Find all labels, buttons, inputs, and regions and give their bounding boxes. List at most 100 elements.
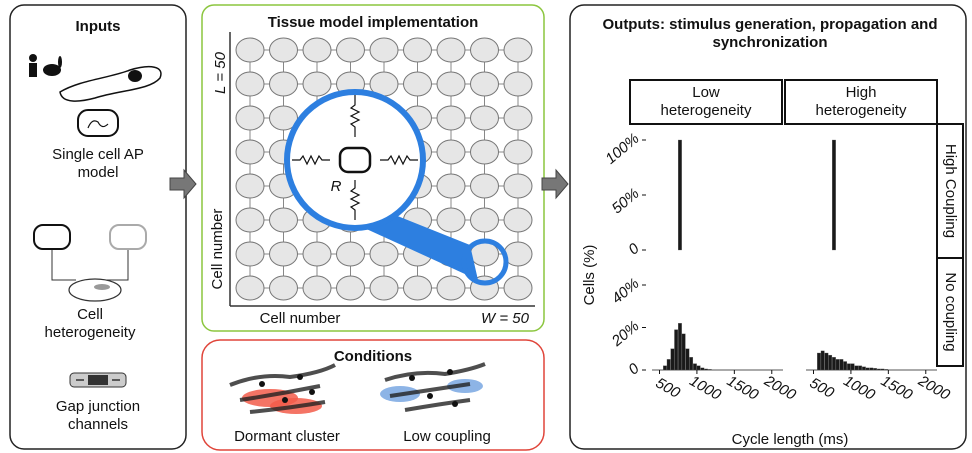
cell [370,276,398,300]
y-tick-label: 0 [625,240,643,259]
y-tick-label: 100% [602,130,642,168]
cell [437,72,465,96]
l-label: L = 50 [212,48,230,98]
cell [270,242,298,266]
cell [270,72,298,96]
outputs-title: Outputs: stimulus generation, propagatio… [580,16,960,52]
x-tick-label: 500 [653,374,684,402]
cell [236,72,264,96]
cell [437,208,465,232]
input-item: Single cell AP model [30,146,166,182]
histogram-bar [832,357,835,370]
x-tick-label: 2000 [914,372,953,404]
cell [270,276,298,300]
histogram-bar [870,368,873,370]
cell [471,38,499,62]
cell [236,276,264,300]
cell [370,38,398,62]
histogram-bar [686,349,689,370]
cell [437,174,465,198]
cell [404,72,432,96]
arrow [170,170,196,198]
column-header: High heterogeneity [805,84,917,120]
cell-icon [60,67,161,101]
row-header: No coupling [942,272,959,351]
histogram-bar [881,369,884,370]
y-axis-label: Cells (%) [581,225,599,325]
cell [337,242,365,266]
input-item: Cell heterogeneity [30,306,150,342]
cell [236,38,264,62]
inputs-title: Inputs [10,18,186,36]
histogram-bar [866,368,869,370]
figure: 050%100%020%40%5005001000100015001500200… [0,0,972,453]
cell [236,242,264,266]
column-header: Low heterogeneity [650,84,762,120]
input-item: Gap junction channels [30,398,166,434]
cell [236,106,264,130]
histogram-bar [704,369,707,370]
histogram-bar [840,359,843,370]
histogram-bar [832,140,835,250]
cell [303,38,331,62]
y-axis-label: Cell number [209,199,227,299]
ap-model-icon [78,110,118,136]
cell [303,242,331,266]
histogram-bar [855,366,858,370]
x-tick-label: 500 [807,374,838,402]
histogram-bar [862,367,865,370]
cell [504,276,532,300]
x-tick-label: 1500 [878,372,916,404]
cell [236,174,264,198]
cell [337,276,365,300]
cell [504,174,532,198]
cell [370,242,398,266]
cell [270,208,298,232]
resistor-label: R [326,178,346,196]
cell [437,38,465,62]
cell [236,208,264,232]
cell [437,276,465,300]
histogram-bar [701,368,704,370]
cell [337,38,365,62]
figure-drawing: 050%100%020%40%5005001000100015001500200… [0,0,972,453]
arrow [542,170,568,198]
x-tick-label: 1000 [840,372,878,404]
histogram-bar [678,323,681,370]
condition-item: Low coupling [382,428,512,446]
x-tick-label: 2000 [760,372,799,404]
histogram-bar [708,369,711,370]
tissue-title: Tissue model implementation [202,14,544,32]
heterogeneity-icon [34,225,146,301]
y-tick-label: 40% [609,275,643,307]
histogram-bar [836,359,839,370]
histogram-bar [873,368,876,370]
cell [504,208,532,232]
cell [303,72,331,96]
cell [504,106,532,130]
histogram-bar [858,366,861,370]
cell [471,140,499,164]
magnifier-lens [287,92,423,228]
histogram-bar [847,364,850,370]
histogram-bar [697,366,700,370]
histogram-bar [825,353,828,370]
nucleus [128,70,142,82]
histogram-bar [678,140,681,250]
dormant-cluster-icon [230,365,335,414]
cell [504,38,532,62]
gap-junction-icon [70,373,126,387]
y-tick-label: 20% [608,318,643,351]
histogram-bar [663,366,666,370]
cell [471,208,499,232]
cell [236,140,264,164]
histogram-bar [689,357,692,370]
cell [437,106,465,130]
y-tick-label: 0 [625,360,643,379]
cell [504,140,532,164]
w-label: W = 50 [470,310,540,328]
histogram-bar [667,359,670,370]
histogram-bar [817,353,820,370]
cell [404,276,432,300]
